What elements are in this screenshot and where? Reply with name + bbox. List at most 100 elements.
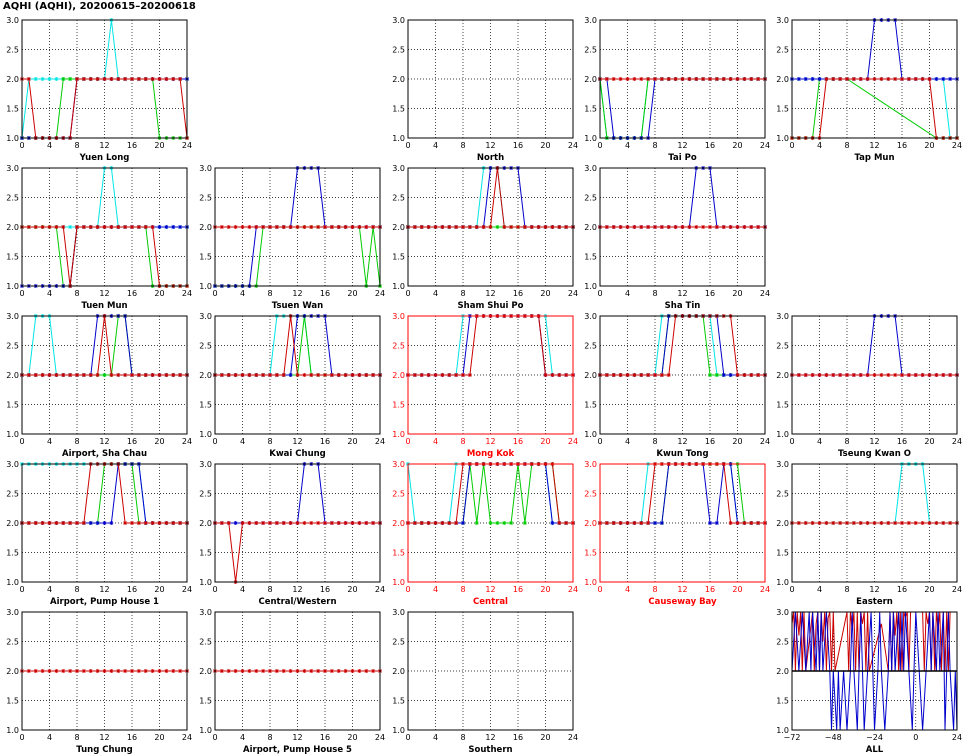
x-tick-label: 20: [924, 585, 934, 594]
data-point: [116, 77, 121, 81]
data-point: [941, 77, 946, 81]
data-point: [75, 373, 79, 377]
y-tick-label: 2.0: [392, 75, 405, 84]
data-point: [646, 373, 651, 377]
x-tick-label: 12: [99, 437, 109, 446]
data-point: [687, 225, 692, 229]
x-tick-label: 24: [375, 733, 385, 742]
x-tick-label: 24: [568, 585, 578, 594]
data-point: [611, 77, 616, 81]
data-point: [68, 77, 73, 81]
data-point: [116, 669, 121, 673]
data-point: [295, 521, 300, 525]
x-tick-label: 16: [127, 733, 137, 742]
panel-airport-pump-house-1: 0 4 8 12 16 20 24 1.0 1.5 2.0 2.5 3.0 Airport, Pump …: [6, 460, 192, 607]
panel-title: ALL: [866, 745, 884, 755]
data-point: [749, 521, 754, 525]
y-tick-label: 1.0: [199, 430, 212, 439]
data-point: [323, 669, 327, 673]
data-point: [529, 225, 534, 229]
data-point: [611, 521, 616, 525]
data-point: [488, 225, 493, 229]
x-tick-label: 8: [74, 289, 79, 298]
data-point: [26, 521, 31, 525]
x-tick-label: 20: [732, 437, 742, 446]
data-point: [61, 669, 66, 673]
data-point: [226, 225, 231, 229]
data-point: [302, 373, 307, 377]
x-tick-label: 8: [460, 585, 465, 594]
data-point: [371, 373, 376, 377]
x-tick-label: 16: [897, 437, 907, 446]
data-point: [433, 373, 438, 377]
data-point: [659, 77, 664, 81]
panel-title: Central: [473, 597, 508, 607]
y-tick-label: 3.0: [199, 312, 212, 321]
data-point: [934, 373, 939, 377]
data-point: [33, 521, 38, 525]
data-point: [927, 77, 932, 81]
x-tick-label: 8: [74, 437, 79, 446]
plot-frame: [214, 315, 381, 435]
data-point: [426, 225, 431, 229]
x-tick-label: 4: [625, 289, 630, 298]
data-point: [941, 373, 946, 377]
y-tick-label: 2.0: [6, 667, 19, 676]
data-point: [364, 521, 369, 525]
y-tick-label: 3.0: [392, 16, 405, 25]
data-point: [756, 225, 761, 229]
x-tick-label: 4: [625, 437, 630, 446]
data-point: [336, 225, 341, 229]
x-tick-label: 0: [405, 141, 410, 150]
data-point: [336, 669, 341, 673]
y-tick-label: 3.0: [584, 312, 597, 321]
plot-frame: [407, 315, 574, 435]
data-point: [109, 669, 114, 673]
data-point: [618, 373, 623, 377]
x-tick-label: −72: [784, 733, 801, 742]
y-tick-label: 2.5: [584, 342, 597, 351]
data-point: [625, 521, 630, 525]
data-point: [136, 521, 141, 525]
x-tick-label: 20: [732, 141, 742, 150]
plot-frame: [21, 463, 188, 583]
data-point: [226, 373, 231, 377]
data-point: [851, 77, 856, 81]
y-tick-label: 1.5: [6, 253, 19, 262]
data-point: [913, 77, 918, 81]
x-tick-label: 4: [433, 733, 438, 742]
y-tick-label: 1.0: [199, 726, 212, 735]
data-point: [150, 521, 155, 525]
data-point: [254, 373, 259, 377]
y-tick-label: 2.5: [392, 490, 405, 499]
panel-title: North: [477, 153, 504, 163]
data-point: [288, 225, 293, 229]
y-tick-label: 2.0: [199, 519, 212, 528]
x-tick-label: 16: [513, 141, 523, 150]
data-point: [88, 373, 93, 377]
data-point: [893, 77, 898, 81]
x-tick-label: 16: [127, 437, 137, 446]
panel-title: Yuen Long: [79, 153, 130, 163]
data-point: [604, 225, 609, 229]
data-point: [564, 225, 569, 229]
data-point: [412, 225, 417, 229]
x-tick-label: 12: [485, 437, 495, 446]
panel-title: Tai Po: [668, 153, 697, 163]
panel-tai-po: 0 4 8 12 16 20 24 1.0 1.5 2.0 2.5 3.0 Tai Po: [584, 16, 770, 163]
y-tick-label: 3.0: [199, 608, 212, 617]
data-point: [412, 373, 417, 377]
data-point: [281, 669, 286, 673]
y-tick-label: 2.5: [776, 46, 789, 55]
x-tick-label: 20: [154, 733, 164, 742]
data-point: [550, 373, 555, 377]
x-tick-label: 24: [182, 585, 192, 594]
data-point: [336, 373, 341, 377]
x-tick-label: 0: [789, 585, 794, 594]
data-point: [81, 77, 86, 81]
y-tick-label: 1.5: [776, 401, 789, 410]
data-point: [742, 77, 747, 81]
data-point: [143, 373, 148, 377]
data-point: [666, 225, 671, 229]
data-point: [123, 225, 128, 229]
